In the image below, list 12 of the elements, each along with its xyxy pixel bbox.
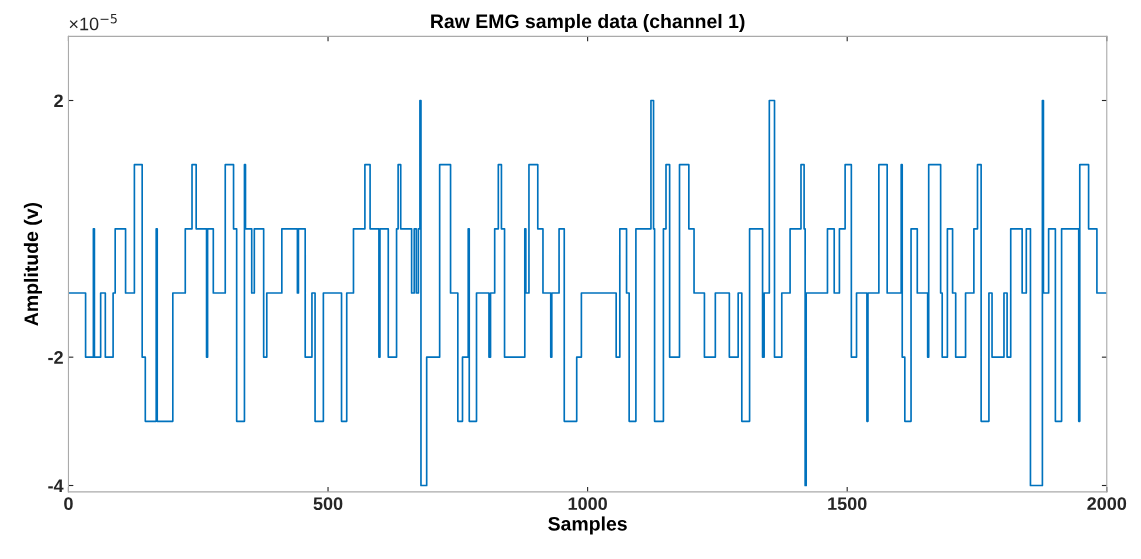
x-tick-label: 2000 <box>1087 497 1127 511</box>
x-tick-label: 500 <box>313 497 343 511</box>
y-tick-label: -4 <box>48 479 64 493</box>
y-tick-label: 2 <box>54 94 63 108</box>
y-tick-label: -2 <box>48 351 63 364</box>
x-tick-label: 0 <box>64 497 73 511</box>
chart-title: Raw EMG sample data (channel 1) <box>431 13 745 33</box>
x-tick-label: 1000 <box>568 497 607 511</box>
x-axis-title: Samples <box>548 516 627 535</box>
text: ×10$^{−5}$ <box>69 14 117 31</box>
x-tick-label: 1500 <box>828 497 867 511</box>
y-axis-title: Amplitude (v) <box>23 202 42 326</box>
